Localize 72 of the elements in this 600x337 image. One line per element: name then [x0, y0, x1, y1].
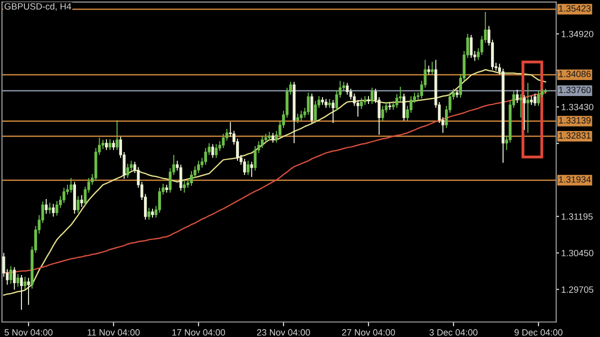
candlestick [516, 89, 519, 104]
y-tick-label: 1.31195 [562, 213, 593, 220]
candlestick [250, 161, 254, 178]
ref-line-label: 1.35423 [559, 5, 591, 12]
candlestick [470, 34, 473, 58]
x-tick-label: 23 Nov 04:00 [257, 329, 310, 336]
candlestick [222, 133, 225, 149]
candlestick [55, 200, 58, 216]
candlestick [80, 194, 84, 208]
candlestick [76, 196, 80, 214]
candlestick [27, 277, 30, 306]
y-tick-label: 1.33430 [562, 104, 594, 110]
line-series [3, 69, 546, 296]
candlestick [112, 140, 115, 150]
ref-line-label: 1.33139 [559, 117, 591, 124]
candlestick [260, 135, 264, 149]
candlestick [310, 93, 314, 124]
candlestick [182, 180, 186, 194]
candlestick [360, 98, 363, 110]
candlestick [2, 252, 6, 278]
x-tick-label: 5 Nov 04:00 [4, 329, 53, 336]
candlestick [48, 202, 52, 214]
candlestick [158, 187, 161, 214]
candlestick [130, 160, 133, 172]
candlestick [370, 87, 374, 104]
x-tick-label: 9 Dec 04:00 [514, 329, 562, 336]
candlestick [197, 160, 200, 174]
ref-line-label: 1.34086 [559, 70, 591, 78]
candlestick [24, 276, 26, 290]
x-tick-label: 3 Dec 04:00 [430, 329, 478, 336]
candlestick [16, 273, 20, 288]
candlestick [20, 274, 23, 310]
candlestick [9, 266, 12, 284]
candlestick [346, 82, 349, 96]
ref-line-label: 1.32831 [559, 132, 591, 139]
candlestick [116, 120, 118, 150]
candlestick [243, 158, 246, 176]
candlestick [12, 266, 16, 290]
candlestick [526, 82, 530, 134]
y-tick-label: 1.30450 [562, 250, 594, 256]
candlestick [430, 61, 434, 76]
candlestick [246, 160, 250, 176]
candlestick [105, 138, 108, 150]
ref-line-label: 1.31934 [559, 176, 591, 183]
chart-title: GBPUSD-cd, H4 [4, 2, 72, 11]
y-tick-label: 1.29705 [562, 286, 594, 293]
candlestick [306, 92, 310, 116]
x-tick-label: 11 Nov 04:00 [88, 329, 140, 336]
y-tick-label: 1.34920 [562, 30, 594, 38]
candlestick [381, 105, 384, 122]
candlestick [179, 164, 182, 192]
candlestick [52, 203, 55, 218]
candlestick [214, 144, 218, 158]
candlestick [519, 94, 522, 118]
candlestick [537, 90, 540, 106]
candlestick [271, 132, 274, 144]
candlestick [126, 163, 130, 178]
candlestick [108, 138, 112, 150]
candlestick [332, 100, 335, 124]
candlestick [70, 177, 72, 194]
candlestick [44, 198, 48, 214]
candlestick [402, 93, 406, 122]
x-tick-label: 17 Nov 04:00 [172, 329, 226, 336]
x-tick-label: 27 Nov 04:00 [342, 329, 396, 336]
candlestick [148, 207, 150, 220]
candlestick [211, 144, 214, 158]
candlestick [296, 113, 300, 124]
candlestick [300, 110, 303, 122]
ref-line-label: 1.33760 [559, 86, 591, 94]
candlestick [534, 93, 536, 106]
candlestick [522, 94, 526, 130]
candlestick [218, 140, 222, 152]
